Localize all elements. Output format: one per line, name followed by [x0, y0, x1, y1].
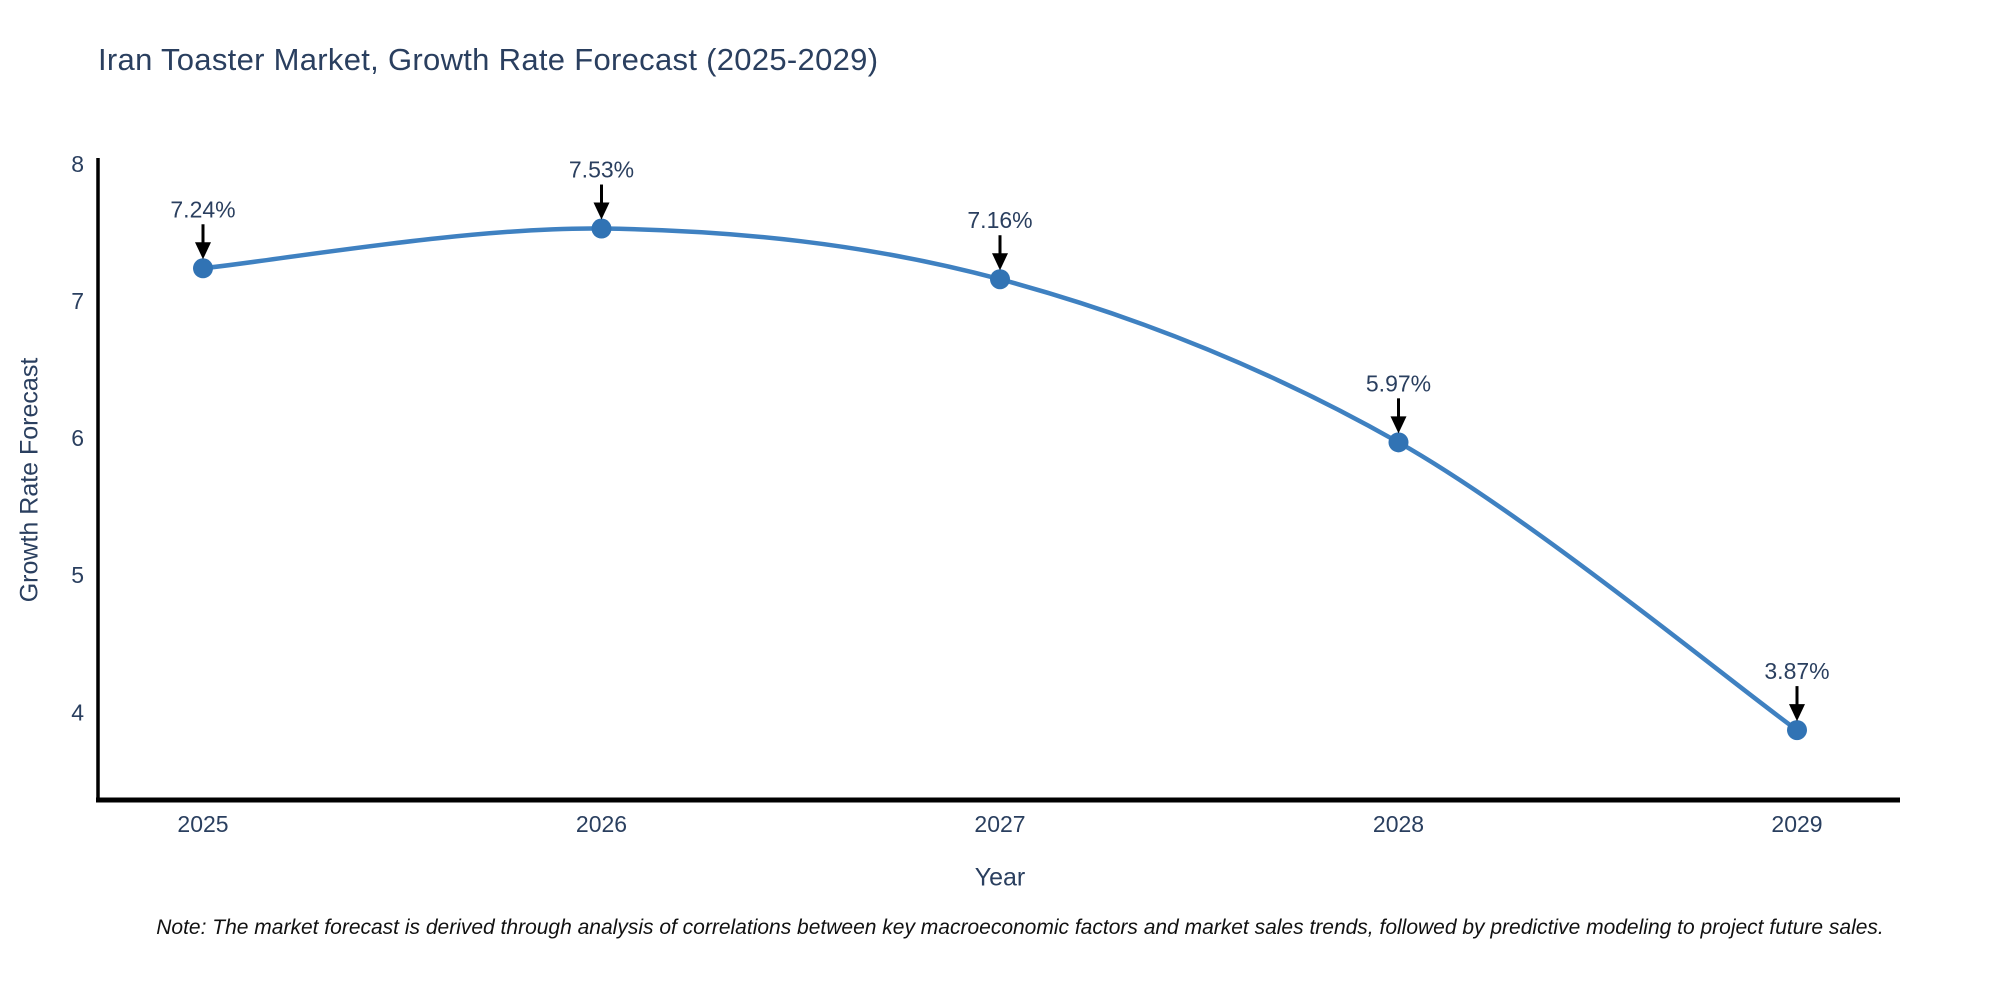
annotation-label-2029: 3.87% — [1764, 658, 1829, 684]
data-point-2026[interactable] — [591, 218, 612, 239]
series-line-growth-rate — [200, 226, 1800, 733]
y-axis-title: Growth Rate Forecast — [15, 357, 44, 603]
x-tick-label-2028: 2028 — [1373, 811, 1424, 837]
x-tick-label-2029: 2029 — [1771, 811, 1822, 837]
y-tick-label-8: 8 — [71, 151, 84, 177]
annotation-label-2026: 7.53% — [569, 157, 634, 183]
annotation-arrow-head-2027 — [992, 253, 1008, 271]
annotation-arrow-head-2028 — [1390, 416, 1407, 434]
y-tick-label-4: 4 — [71, 699, 84, 725]
x-tick-label-2027: 2027 — [974, 811, 1025, 837]
y-tick-label-7: 7 — [71, 288, 84, 314]
chart-title: Iran Toaster Market, Growth Rate Forecas… — [98, 42, 879, 77]
x-tick-label-2026: 2026 — [576, 811, 627, 837]
annotation-label-2027: 7.16% — [967, 207, 1032, 233]
y-tick-label-6: 6 — [71, 425, 84, 451]
annotation-label-2028: 5.97% — [1366, 370, 1431, 396]
data-point-2027[interactable] — [990, 269, 1010, 290]
x-tick-label-2025: 2025 — [177, 811, 228, 837]
footnote: Note: The market forecast is derived thr… — [156, 916, 1884, 939]
y-tick-label-5: 5 — [71, 562, 84, 588]
annotation-arrow-head-2025 — [195, 242, 211, 260]
annotation-arrow-head-2029 — [1789, 704, 1805, 722]
annotation-label-2025: 7.24% — [170, 196, 235, 222]
data-point-2025[interactable] — [193, 258, 213, 279]
x-axis-title: Year — [974, 863, 1026, 892]
data-point-2029[interactable] — [1787, 720, 1807, 741]
annotation-arrow-head-2026 — [593, 202, 610, 220]
data-point-2028[interactable] — [1388, 432, 1409, 453]
